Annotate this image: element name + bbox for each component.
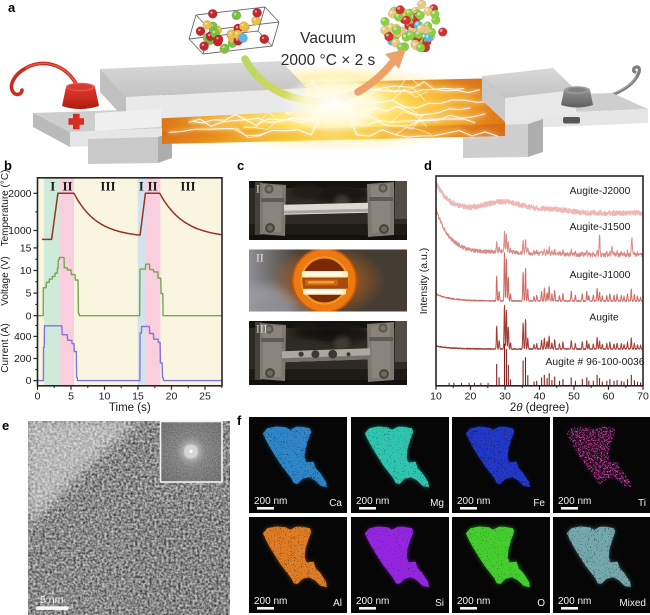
svg-text:I: I bbox=[256, 184, 260, 196]
svg-text:O: O bbox=[537, 598, 545, 609]
svg-text:200: 200 bbox=[14, 353, 32, 365]
svg-text:200 nm: 200 nm bbox=[254, 596, 287, 607]
svg-text:Mg: Mg bbox=[430, 498, 444, 509]
svg-text:70: 70 bbox=[637, 390, 649, 402]
svg-text:Current (A): Current (A) bbox=[0, 323, 11, 372]
svg-text:0: 0 bbox=[26, 310, 32, 322]
svg-text:10: 10 bbox=[430, 390, 442, 402]
svg-text:II: II bbox=[147, 179, 157, 194]
svg-text:10: 10 bbox=[99, 390, 111, 402]
svg-text:III: III bbox=[100, 179, 115, 194]
svg-text:15: 15 bbox=[20, 243, 32, 255]
svg-text:Al: Al bbox=[333, 598, 342, 609]
svg-text:0: 0 bbox=[26, 375, 32, 387]
svg-text:2000 °C × 2 s: 2000 °C × 2 s bbox=[281, 52, 376, 69]
svg-text:200 nm: 200 nm bbox=[457, 496, 490, 507]
svg-text:50: 50 bbox=[568, 390, 580, 402]
svg-text:Ti: Ti bbox=[638, 498, 646, 509]
svg-text:60: 60 bbox=[603, 390, 615, 402]
svg-text:20: 20 bbox=[465, 390, 477, 402]
svg-text:200 nm: 200 nm bbox=[254, 496, 287, 507]
svg-text:III: III bbox=[180, 179, 195, 194]
svg-text:0: 0 bbox=[35, 390, 41, 402]
svg-text:1000: 1000 bbox=[8, 225, 32, 237]
svg-text:5 nm: 5 nm bbox=[40, 594, 64, 606]
svg-text:Time (s): Time (s) bbox=[109, 402, 151, 414]
svg-text:I: I bbox=[139, 179, 144, 194]
svg-text:200 nm: 200 nm bbox=[356, 596, 389, 607]
svg-text:15: 15 bbox=[132, 390, 144, 402]
svg-text:Augite-J2000: Augite-J2000 bbox=[570, 186, 631, 197]
svg-text:10: 10 bbox=[20, 265, 32, 277]
svg-text:Ca: Ca bbox=[329, 498, 342, 509]
svg-text:Fe: Fe bbox=[533, 498, 545, 509]
svg-text:5: 5 bbox=[26, 288, 32, 300]
svg-text:Augite-J1500: Augite-J1500 bbox=[570, 222, 631, 233]
svg-text:Augite # 96-100-0036: Augite # 96-100-0036 bbox=[545, 357, 644, 368]
svg-text:Vacuum: Vacuum bbox=[300, 30, 356, 47]
svg-text:Augite-J1000: Augite-J1000 bbox=[570, 270, 631, 281]
svg-text:2000: 2000 bbox=[8, 188, 32, 200]
svg-text:200 nm: 200 nm bbox=[356, 496, 389, 507]
svg-text:Voltage (V): Voltage (V) bbox=[0, 256, 11, 305]
svg-text:III: III bbox=[256, 324, 268, 336]
svg-text:200 nm: 200 nm bbox=[457, 596, 490, 607]
svg-text:I: I bbox=[50, 179, 55, 194]
svg-text:Si: Si bbox=[435, 598, 444, 609]
svg-text:30: 30 bbox=[499, 390, 511, 402]
svg-text:25: 25 bbox=[199, 390, 211, 402]
svg-text:II: II bbox=[256, 253, 264, 265]
svg-text:20: 20 bbox=[166, 390, 178, 402]
svg-text:200 nm: 200 nm bbox=[558, 596, 591, 607]
svg-text:200 nm: 200 nm bbox=[558, 496, 591, 507]
svg-text:5: 5 bbox=[68, 390, 74, 402]
svg-text:400: 400 bbox=[14, 331, 32, 343]
svg-text:II: II bbox=[62, 179, 72, 194]
svg-text:Mixed: Mixed bbox=[619, 598, 646, 609]
svg-text:40: 40 bbox=[534, 390, 546, 402]
svg-text:2θ (degree): 2θ (degree) bbox=[510, 402, 569, 414]
svg-text:Augite: Augite bbox=[589, 313, 618, 324]
svg-text:Temperature (°C): Temperature (°C) bbox=[0, 170, 11, 247]
svg-text:Intensity (a.u.): Intensity (a.u.) bbox=[418, 248, 430, 315]
